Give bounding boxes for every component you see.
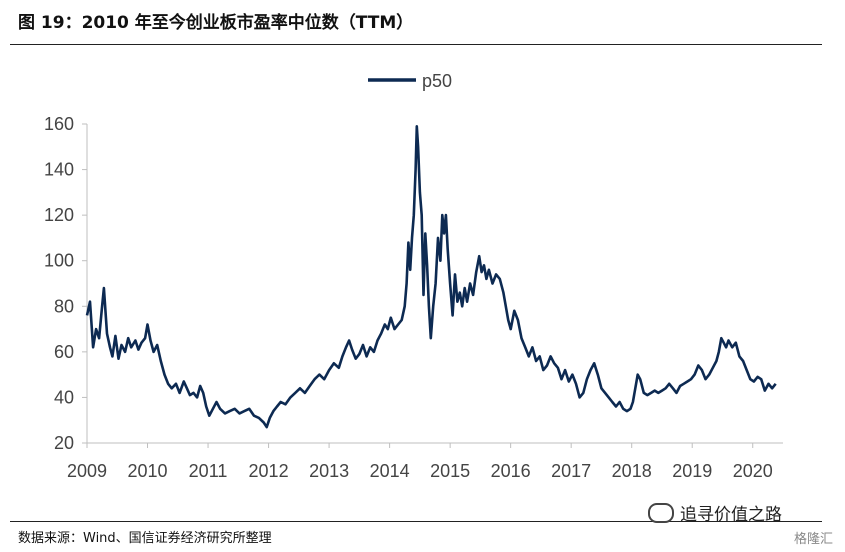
source-note: 数据来源：Wind、国信证券经济研究所整理 [18, 531, 272, 546]
y-tick-label: 100 [44, 251, 74, 271]
x-tick-label: 2012 [249, 461, 289, 481]
x-tick-label: 2009 [67, 461, 107, 481]
x-tick-label: 2020 [733, 461, 773, 481]
y-axis: 20 40 60 80 100 120 140 160 [44, 114, 88, 453]
bottom-rule [10, 521, 822, 522]
series-line-p50 [85, 125, 777, 429]
y-tick-label: 20 [54, 433, 74, 453]
top-rule [10, 44, 822, 45]
legend-label-p50: p50 [422, 71, 452, 91]
y-tick-label: 60 [54, 342, 74, 362]
series-layer [85, 125, 777, 429]
watermark-text: 追寻价值之路 [680, 505, 782, 525]
x-tick-label: 2019 [672, 461, 712, 481]
y-tick-label: 80 [54, 296, 74, 316]
x-tick-label: 2013 [309, 461, 349, 481]
site-logo: 格隆汇 [793, 532, 833, 547]
x-tick-label: 2015 [430, 461, 470, 481]
x-tick-label: 2010 [127, 461, 167, 481]
x-tick-label: 2018 [612, 461, 652, 481]
y-tick-label: 40 [54, 387, 74, 407]
y-tick-label: 160 [44, 114, 74, 134]
x-tick-label: 2014 [370, 461, 410, 481]
x-axis: 2009 2010 2011 2012 2013 2014 2015 2016 2017 2018… [67, 442, 783, 481]
y-tick-label: 120 [44, 205, 74, 225]
figure-title: 图 19：2010 年至今创业板市盈率中位数（TTM） [18, 13, 414, 33]
x-tick-label: 2017 [551, 461, 591, 481]
legend: p50 [368, 71, 452, 91]
y-tick-label: 140 [44, 160, 74, 180]
wechat-icon [648, 502, 674, 523]
x-tick-label: 2016 [491, 461, 531, 481]
x-tick-label: 2011 [189, 461, 228, 481]
watermark: 追寻价值之路 [648, 500, 782, 525]
